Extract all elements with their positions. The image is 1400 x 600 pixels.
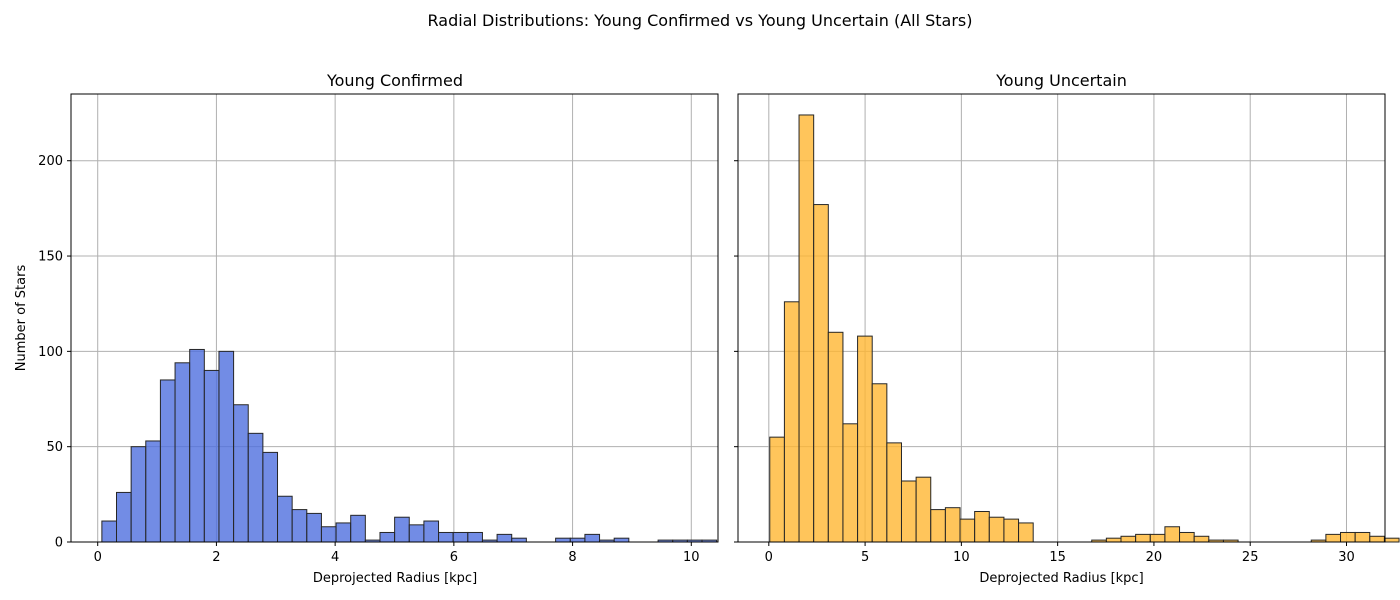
histogram-bar-young-uncertain: [974, 510, 990, 543]
histogram-bar-young-confirmed: [452, 531, 469, 543]
x-tick-label-young-confirmed: 6: [450, 550, 458, 565]
histogram-bar-young-uncertain: [930, 509, 946, 543]
histogram-bar-young-confirmed: [159, 379, 176, 543]
histogram-bar-young-uncertain: [1003, 518, 1020, 543]
histogram-bar-young-confirmed: [291, 509, 308, 543]
histogram-bar-young-confirmed: [218, 350, 235, 543]
histogram-bar-young-uncertain: [813, 204, 829, 543]
y-tick-label-young-confirmed: 150: [38, 250, 63, 265]
histogram-bar-young-confirmed: [423, 520, 440, 543]
histogram-bar-young-confirmed: [496, 533, 513, 543]
histogram-bar-young-confirmed: [467, 531, 483, 543]
panel-young-confirmed: Young Confirmed Deprojected Radius [kpc]…: [14, 71, 719, 586]
x-tick-label-young-uncertain: 30: [1338, 550, 1355, 565]
y-tick-label-young-confirmed: 0: [55, 536, 63, 551]
histogram-bar-young-confirmed: [335, 522, 352, 543]
y-axis-label: Number of Stars: [14, 265, 29, 372]
y-tick-label-young-confirmed: 50: [46, 440, 63, 455]
histogram-bar-young-uncertain: [915, 476, 932, 543]
histogram-bar-young-confirmed: [174, 362, 191, 543]
histogram-bar-young-confirmed: [394, 516, 410, 543]
histogram-bar-young-confirmed: [379, 531, 396, 543]
histogram-bar-young-confirmed: [116, 491, 132, 543]
histogram-bar-young-confirmed: [438, 531, 454, 543]
x-tick-label-young-uncertain: 20: [1146, 550, 1163, 565]
histogram-bar-young-uncertain: [886, 442, 902, 543]
x-tick-label-young-confirmed: 0: [94, 550, 102, 565]
x-tick-label-young-uncertain: 5: [861, 550, 869, 565]
histogram-bar-young-confirmed: [203, 369, 220, 543]
histogram-bar-young-uncertain: [988, 516, 1005, 543]
x-tick-label-young-confirmed: 10: [683, 550, 700, 565]
x-axis-label-young-uncertain: Deprojected Radius [kpc]: [979, 571, 1143, 586]
histogram-bar-young-uncertain: [798, 114, 815, 543]
histogram-bar-young-confirmed: [584, 533, 601, 543]
x-tick-label-young-uncertain: 10: [953, 550, 970, 565]
histogram-bar-young-confirmed: [569, 537, 586, 543]
histogram-bar-young-uncertain: [871, 383, 888, 543]
histogram-bar-young-uncertain: [1149, 533, 1166, 543]
x-tick-label-young-uncertain: 15: [1049, 550, 1066, 565]
histogram-bar-young-confirmed: [306, 512, 322, 543]
histogram-bar-young-uncertain: [857, 335, 873, 543]
histogram-bar-young-confirmed: [247, 432, 264, 543]
histogram-bar-young-uncertain: [1164, 526, 1181, 543]
histogram-bar-young-uncertain: [1354, 531, 1371, 543]
y-tick-label-young-confirmed: 100: [38, 345, 63, 360]
histogram-bar-young-confirmed: [350, 514, 366, 543]
panel-title-young-confirmed: Young Confirmed: [326, 71, 463, 90]
x-tick-label-young-confirmed: 2: [212, 550, 220, 565]
x-tick-label-young-uncertain: 0: [765, 550, 773, 565]
histogram-bar-young-uncertain: [1105, 537, 1122, 543]
histogram-bar-young-confirmed: [320, 526, 337, 543]
histogram-bar-young-uncertain: [1018, 522, 1034, 543]
y-tick-label-young-confirmed: 200: [38, 154, 63, 169]
histogram-bar-young-confirmed: [511, 537, 527, 543]
histogram-bar-young-uncertain: [959, 518, 976, 543]
histogram-bar-young-confirmed: [555, 537, 571, 543]
x-tick-label-young-confirmed: 4: [331, 550, 339, 565]
histogram-bar-young-confirmed: [189, 348, 205, 543]
histogram-bar-young-uncertain: [1193, 535, 1210, 543]
histogram-bar-young-uncertain: [1340, 531, 1356, 543]
histogram-bar-young-uncertain: [1383, 537, 1400, 543]
histogram-bar-young-uncertain: [1179, 531, 1195, 543]
panel-young-uncertain: Young Uncertain Deprojected Radius [kpc]…: [734, 71, 1400, 586]
plot-frame-young-uncertain: [737, 93, 1386, 543]
x-tick-label-young-uncertain: 25: [1242, 550, 1259, 565]
histogram-bar-young-confirmed: [408, 524, 425, 543]
histogram-bar-young-uncertain: [1369, 535, 1385, 543]
histogram-bar-young-confirmed: [277, 495, 293, 543]
panel-title-young-uncertain: Young Uncertain: [995, 71, 1127, 90]
histogram-bar-young-uncertain: [827, 331, 844, 543]
histogram-bar-young-confirmed: [101, 520, 118, 543]
histogram-bar-young-uncertain: [783, 301, 800, 543]
histogram-bar-young-confirmed: [613, 537, 630, 543]
plot-frame-young-confirmed: [70, 93, 719, 543]
histogram-bar-young-uncertain: [944, 507, 961, 543]
histogram-bar-young-uncertain: [769, 436, 785, 543]
histogram-bar-young-uncertain: [1325, 533, 1342, 543]
histogram-bar-young-uncertain: [1135, 533, 1151, 543]
x-tick-label-young-confirmed: 8: [568, 550, 576, 565]
histogram-bar-young-uncertain: [1120, 535, 1137, 543]
histogram-bar-young-confirmed: [145, 440, 161, 543]
histogram-bar-young-confirmed: [130, 446, 147, 543]
histogram-bar-young-confirmed: [233, 404, 249, 543]
histogram-bar-young-uncertain: [900, 480, 917, 543]
histogram-bar-young-uncertain: [842, 423, 859, 543]
figure-suptitle: Radial Distributions: Young Confirmed vs…: [428, 11, 973, 30]
x-axis-label-young-confirmed: Deprojected Radius [kpc]: [313, 571, 477, 586]
histogram-bar-young-confirmed: [262, 451, 279, 543]
